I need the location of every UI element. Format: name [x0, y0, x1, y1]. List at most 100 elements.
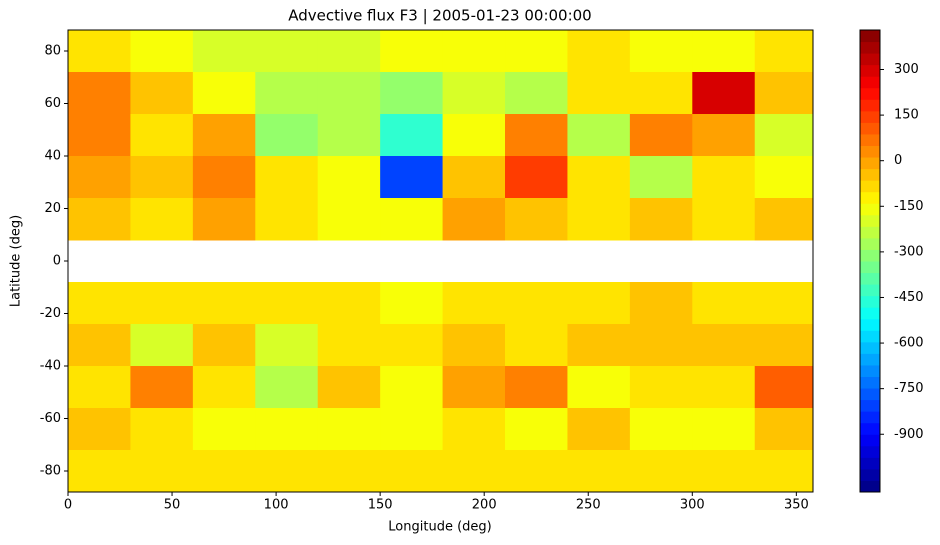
colorbar-segment	[860, 284, 880, 297]
contour-cell	[130, 324, 194, 367]
colorbar-segment	[860, 214, 880, 227]
contour-cell	[567, 366, 631, 409]
contour-cell	[505, 114, 568, 157]
contour-cell	[505, 450, 568, 493]
contour-cell	[567, 30, 631, 73]
contour-cell	[505, 198, 568, 241]
contour-cell	[754, 72, 814, 115]
colorbar-segment	[860, 203, 880, 216]
contour-cell	[317, 408, 381, 451]
y-tick-label: -20	[40, 306, 61, 321]
contour-cell	[255, 324, 319, 367]
contour-cell	[629, 324, 693, 367]
colorbar-segment	[860, 411, 880, 424]
x-tick-label: 150	[368, 498, 393, 513]
x-tick-label: 200	[472, 498, 497, 513]
y-tick-label: 80	[44, 44, 61, 59]
colorbar-tick-label: 0	[894, 153, 902, 168]
contour-cell	[255, 156, 319, 199]
colorbar-segment	[860, 399, 880, 412]
contour-cell	[629, 72, 693, 115]
contour-cell	[442, 324, 506, 367]
contour-cell	[692, 282, 756, 325]
contour-cell	[629, 114, 693, 157]
colorbar-segment	[860, 168, 880, 181]
contour-cell	[192, 198, 256, 241]
contour-cell	[442, 114, 506, 157]
colorbar-segment	[860, 445, 880, 458]
contour-cell	[255, 450, 319, 493]
colorbar-segment	[860, 388, 880, 401]
y-tick-label: -80	[40, 464, 61, 479]
contour-cell	[692, 450, 756, 493]
colorbar-segment	[860, 99, 880, 112]
colorbar-segment	[860, 353, 880, 366]
contour-cell	[192, 450, 256, 493]
contour-cell	[317, 366, 381, 409]
y-tick-label: -60	[40, 411, 61, 426]
colorbar-tick-label: 150	[894, 108, 919, 123]
contour-cell	[380, 450, 444, 493]
colorbar-segment	[860, 76, 880, 89]
contour-cell	[317, 156, 381, 199]
contour-cell	[192, 408, 256, 451]
contour-cell	[692, 30, 756, 73]
y-tick-label: 60	[44, 96, 61, 111]
colorbar-segment	[860, 145, 880, 158]
contour-cell	[130, 198, 194, 241]
contour-cell	[68, 366, 131, 409]
contour-cell	[255, 282, 319, 325]
contour-cell	[692, 324, 756, 367]
colorbar-tick-label: 300	[894, 62, 919, 77]
contour-cell	[68, 408, 131, 451]
colorbar-segment	[860, 237, 880, 250]
contour-cell	[629, 30, 693, 73]
contour-cell	[629, 408, 693, 451]
colorbar-segment	[860, 133, 880, 146]
contour-cell	[754, 282, 814, 325]
contour-cell	[380, 366, 444, 409]
colorbar-segment	[860, 272, 880, 285]
contour-cell	[192, 72, 256, 115]
colorbar-segment	[860, 376, 880, 389]
contour-cell	[692, 198, 756, 241]
contour-cell	[754, 408, 814, 451]
contour-cell	[317, 324, 381, 367]
contour-cell	[629, 156, 693, 199]
colorbar-frame	[859, 29, 881, 493]
contour-cell	[505, 282, 568, 325]
contour-cell	[567, 408, 631, 451]
colorbar-segment	[860, 191, 880, 204]
contour-cell	[130, 114, 194, 157]
contour-cell	[692, 114, 756, 157]
contour-cell	[192, 324, 256, 367]
x-tick-label: 50	[164, 498, 181, 513]
contour-cell	[380, 282, 444, 325]
contour-cell	[317, 198, 381, 241]
contour-cell	[692, 366, 756, 409]
contour-cell	[629, 282, 693, 325]
contour-cell	[317, 30, 381, 73]
contour-cell	[442, 408, 506, 451]
y-tick-label: 20	[44, 201, 61, 216]
colorbar-segment	[860, 295, 880, 308]
contour-cell	[68, 30, 131, 73]
colorbar-tick-label: -150	[894, 199, 924, 214]
contour-cell	[380, 156, 444, 199]
contour-cell	[255, 198, 319, 241]
contour-cell	[567, 324, 631, 367]
colorbar-segment	[860, 157, 880, 170]
contour-cell	[317, 114, 381, 157]
contour-cell	[629, 198, 693, 241]
contour-cell	[380, 114, 444, 157]
contour-cell	[130, 282, 194, 325]
contour-cell	[130, 72, 194, 115]
contour-cell	[192, 30, 256, 73]
colorbar-segment	[860, 87, 880, 100]
y-tick-label: 0	[53, 254, 61, 269]
contour-cell	[317, 282, 381, 325]
colorbar-segment	[860, 261, 880, 274]
contour-cell	[192, 282, 256, 325]
contour-cell	[442, 156, 506, 199]
